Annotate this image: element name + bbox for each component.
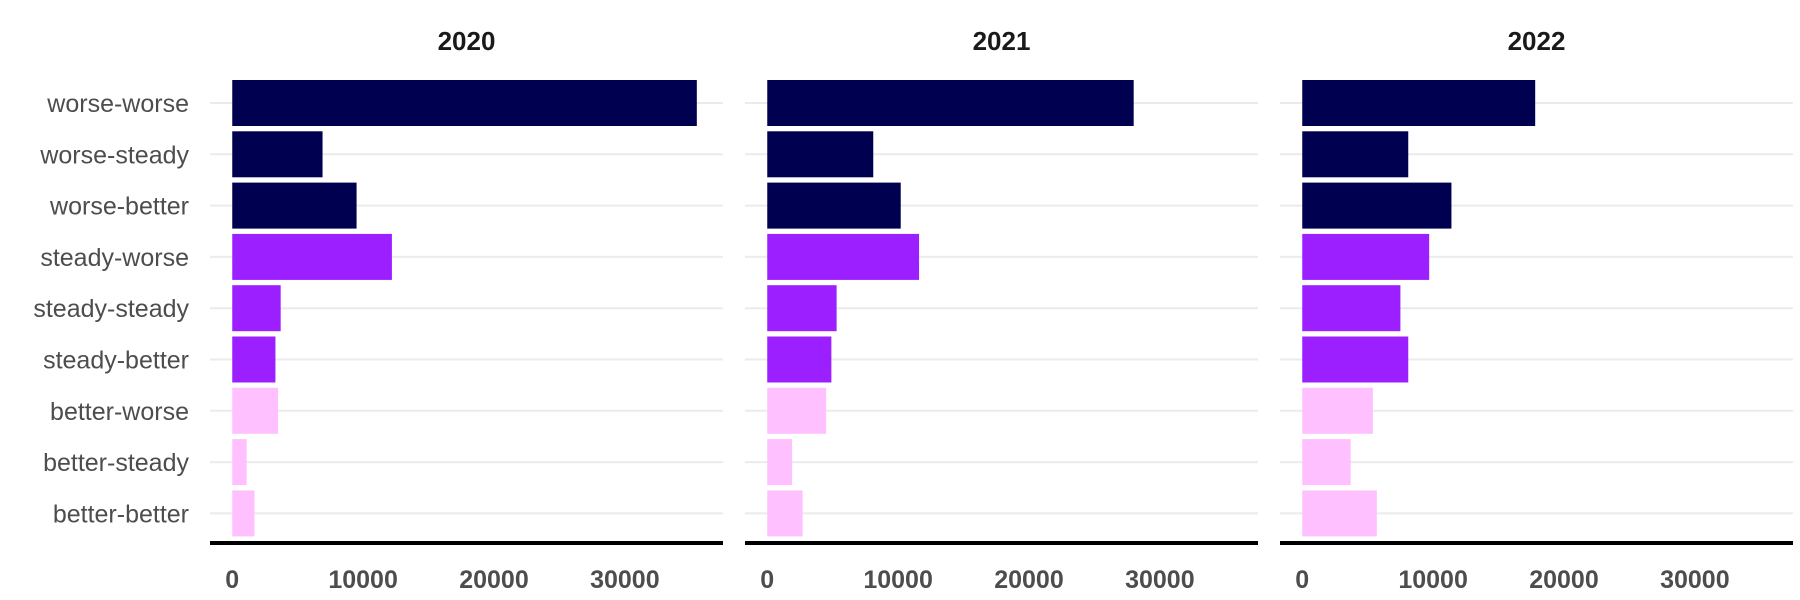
bar-2022-worse-better: [1302, 182, 1452, 229]
x-tick-label: 10000: [328, 566, 398, 594]
category-label: steady-steady: [33, 295, 189, 323]
bar-2021-steady-worse: [767, 233, 920, 280]
bar-2022-steady-worse: [1302, 233, 1430, 280]
panel-title-2022: 2022: [1508, 26, 1566, 56]
bar-2020-steady-better: [232, 336, 276, 383]
bar-2020-better-worse: [232, 387, 279, 434]
x-tick-label: 20000: [994, 566, 1064, 594]
category-label: steady-worse: [40, 244, 189, 272]
bar-2022-steady-steady: [1302, 285, 1401, 332]
x-tick-label: 30000: [1660, 566, 1730, 594]
bar-2021-steady-better: [767, 336, 832, 383]
bar-2021-better-worse: [767, 387, 827, 434]
category-label: better-worse: [50, 398, 189, 426]
bar-2022-better-worse: [1302, 387, 1373, 434]
bar-2022-worse-steady: [1302, 131, 1409, 178]
x-tick-label: 0: [225, 566, 239, 594]
bar-2020-worse-better: [232, 182, 357, 229]
category-label: worse-worse: [46, 90, 189, 118]
bar-2021-better-steady: [767, 439, 793, 486]
category-label: better-steady: [43, 449, 189, 477]
bar-2021-worse-better: [767, 182, 901, 229]
panel-title-2020: 2020: [438, 26, 496, 56]
x-tick-label: 30000: [1125, 566, 1195, 594]
bar-2021-better-better: [767, 490, 803, 537]
bar-2021-worse-worse: [767, 80, 1134, 126]
category-label: better-better: [53, 500, 189, 528]
category-label: worse-steady: [39, 141, 189, 169]
bar-2021-worse-steady: [767, 131, 874, 178]
category-label: steady-better: [43, 347, 189, 375]
bar-2020-steady-steady: [232, 285, 281, 332]
bar-2022-worse-worse: [1302, 80, 1536, 126]
bar-2021-steady-steady: [767, 285, 837, 332]
x-tick-label: 0: [1295, 566, 1309, 594]
x-tick-label: 20000: [459, 566, 529, 594]
bar-2022-better-better: [1302, 490, 1377, 537]
category-label: worse-better: [49, 193, 189, 221]
x-tick-label: 10000: [1398, 566, 1468, 594]
bar-2020-better-steady: [232, 439, 247, 486]
bar-2020-better-better: [232, 490, 255, 537]
bar-2022-better-steady: [1302, 439, 1351, 486]
x-tick-label: 20000: [1529, 566, 1599, 594]
bar-2020-worse-steady: [232, 131, 323, 178]
bar-2020-steady-worse: [232, 233, 392, 280]
x-tick-label: 10000: [863, 566, 933, 594]
x-tick-label: 30000: [590, 566, 660, 594]
panel-title-2021: 2021: [973, 26, 1031, 56]
bar-2022-steady-better: [1302, 336, 1409, 383]
bar-2020-worse-worse: [232, 80, 697, 126]
x-tick-label: 0: [760, 566, 774, 594]
